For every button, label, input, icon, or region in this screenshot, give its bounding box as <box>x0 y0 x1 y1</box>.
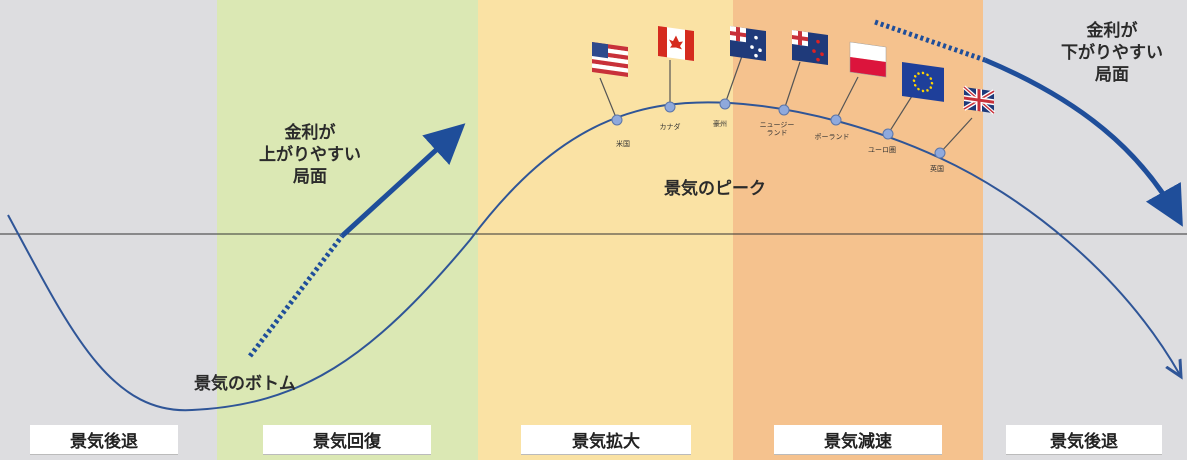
peak-point <box>664 101 676 113</box>
phase-label-recovery: 景気回復 <box>263 425 431 455</box>
point-label-new-zealand: ニュージー ランド <box>759 121 795 137</box>
phase-label-slowdown: 景気減速 <box>774 425 942 455</box>
peak-point <box>934 147 946 159</box>
flag-pole <box>783 61 801 111</box>
point-label-poland: ポーランド <box>814 133 850 141</box>
eu-flag-icon <box>902 62 944 102</box>
uk-flag-icon <box>962 85 996 115</box>
bottom-annotation: 景気のボトム <box>194 374 296 394</box>
phase-label-recession-2: 景気後退 <box>1006 425 1162 455</box>
peak-point <box>882 128 894 140</box>
point-label-australia: 豪州 <box>713 120 727 128</box>
country-flags <box>592 26 996 115</box>
phase-band-expansion <box>478 0 733 460</box>
flag-pole <box>599 77 618 121</box>
point-label-uk: 英国 <box>930 165 944 173</box>
peak-point <box>778 104 790 116</box>
new-zealand-flag-icon <box>792 30 828 66</box>
canada-flag-icon <box>658 26 694 62</box>
phase-label-recession-1: 景気後退 <box>30 425 178 455</box>
us-flag-icon <box>592 42 628 78</box>
rates-down-arrow <box>984 57 1183 227</box>
flag-pole <box>887 95 913 135</box>
flag-pole <box>835 76 859 121</box>
poland-flag-icon <box>849 41 887 78</box>
australia-flag-icon <box>730 26 766 62</box>
rates-up-dotted-line <box>248 234 344 358</box>
flag-pole <box>724 55 743 105</box>
peak-point <box>719 98 731 110</box>
flag-pole <box>939 117 973 154</box>
flag-poles <box>599 55 973 154</box>
rates-down-annotation: 金利が 下がりやすい 局面 <box>1061 21 1163 85</box>
peak-point <box>830 114 842 126</box>
cycle-curve <box>7 101 1180 412</box>
point-label-eurozone: ユーロ圏 <box>868 146 896 154</box>
phase-band-recession-1 <box>0 0 217 460</box>
rates-up-annotation: 金利が 上がりやすい 局面 <box>259 123 361 187</box>
peak-points <box>611 98 946 159</box>
rates-up-arrow <box>340 123 466 238</box>
point-label-canada: カナダ <box>659 123 681 131</box>
peak-annotation: 景気のピーク <box>664 179 766 199</box>
peak-point <box>611 114 623 126</box>
rates-down-dotted-line <box>874 19 986 63</box>
phase-label-expansion: 景気拡大 <box>521 425 691 455</box>
point-label-us: 米国 <box>616 140 630 148</box>
